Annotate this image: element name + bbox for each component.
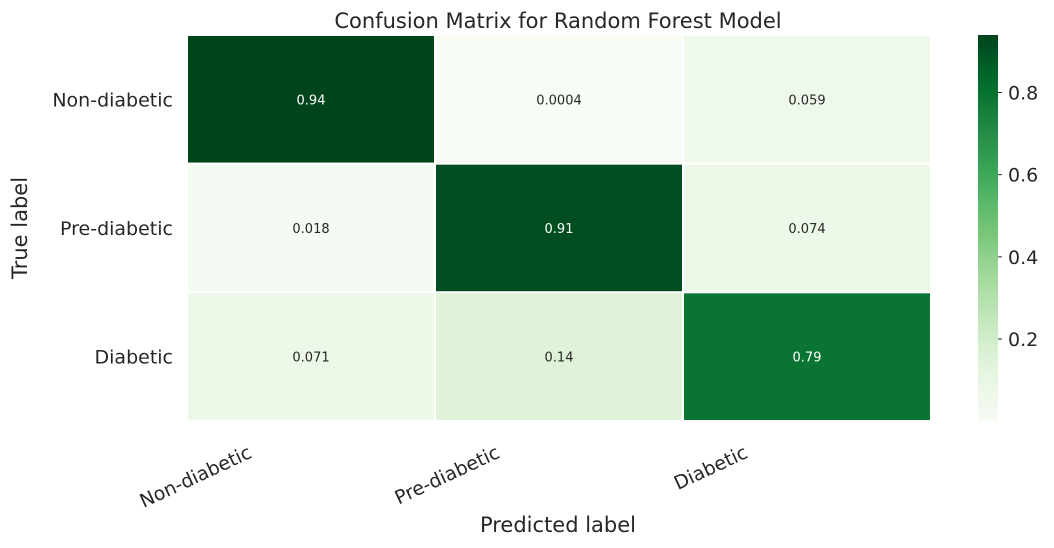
heatmap-cell	[186, 34, 436, 165]
heatmap-cell	[186, 291, 436, 423]
heatmap-cell-label: 0.059	[788, 93, 825, 108]
heatmap-cells	[186, 34, 932, 423]
heatmap-cell-label: 0.071	[292, 351, 329, 366]
heatmap-cell-label: 0.074	[788, 222, 825, 237]
heatmap-cell	[682, 34, 932, 165]
colorbar-ticks: 0.2 0.4 0.6 0.8	[998, 83, 1038, 351]
heatmap-cell-labels: 0.94 0.0004 0.059 0.018 0.91 0.074 0.071 0.14 0.…	[292, 93, 825, 365]
heatmap-cell-label: 0.14	[545, 351, 574, 366]
colorbar-tick-label: 0.6	[1008, 165, 1038, 187]
heatmap-cell	[682, 291, 932, 423]
heatmap-cell-label: 0.94	[297, 93, 326, 108]
y-axis-label: True label	[8, 177, 32, 280]
heatmap-cell	[682, 162, 932, 294]
heatmap-cell-label: 0.018	[292, 222, 329, 237]
heatmap-cell	[434, 291, 684, 423]
colorbar-tick-label: 0.8	[1008, 83, 1038, 105]
y-tick-label: Diabetic	[95, 347, 173, 369]
heatmap-cell	[434, 34, 684, 165]
heatmap-cell	[186, 162, 436, 294]
x-tick-label: Non-diabetic	[136, 442, 255, 513]
colorbar-tick-label: 0.4	[1008, 247, 1038, 269]
x-axis-ticks: Non-diabetic Pre-diabetic Diabetic	[136, 442, 751, 513]
chart-title: Confusion Matrix for Random Forest Model	[334, 9, 781, 33]
heatmap-cell	[434, 162, 684, 294]
x-tick-label: Pre-diabetic	[391, 442, 503, 510]
y-axis-ticks: Non-diabetic Pre-diabetic Diabetic	[52, 89, 173, 368]
colorbar	[978, 35, 998, 421]
heatmap-cell-label: 0.91	[545, 222, 574, 237]
colorbar-tick-label: 0.2	[1008, 329, 1038, 351]
heatmap-cell-label: 0.79	[793, 351, 822, 366]
y-tick-label: Pre-diabetic	[60, 218, 173, 240]
x-axis-label: Predicted label	[480, 513, 636, 537]
heatmap-cell-label: 0.0004	[536, 93, 582, 108]
x-tick-label: Diabetic	[671, 442, 751, 495]
y-tick-label: Non-diabetic	[52, 89, 173, 111]
